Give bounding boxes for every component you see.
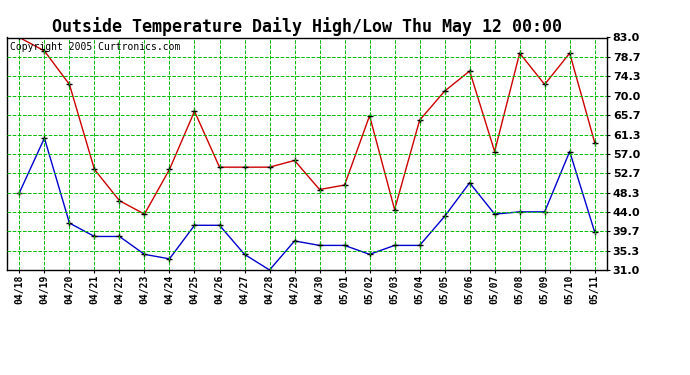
Title: Outside Temperature Daily High/Low Thu May 12 00:00: Outside Temperature Daily High/Low Thu M… xyxy=(52,17,562,36)
Text: Copyright 2005 Curtronics.com: Copyright 2005 Curtronics.com xyxy=(10,42,180,52)
